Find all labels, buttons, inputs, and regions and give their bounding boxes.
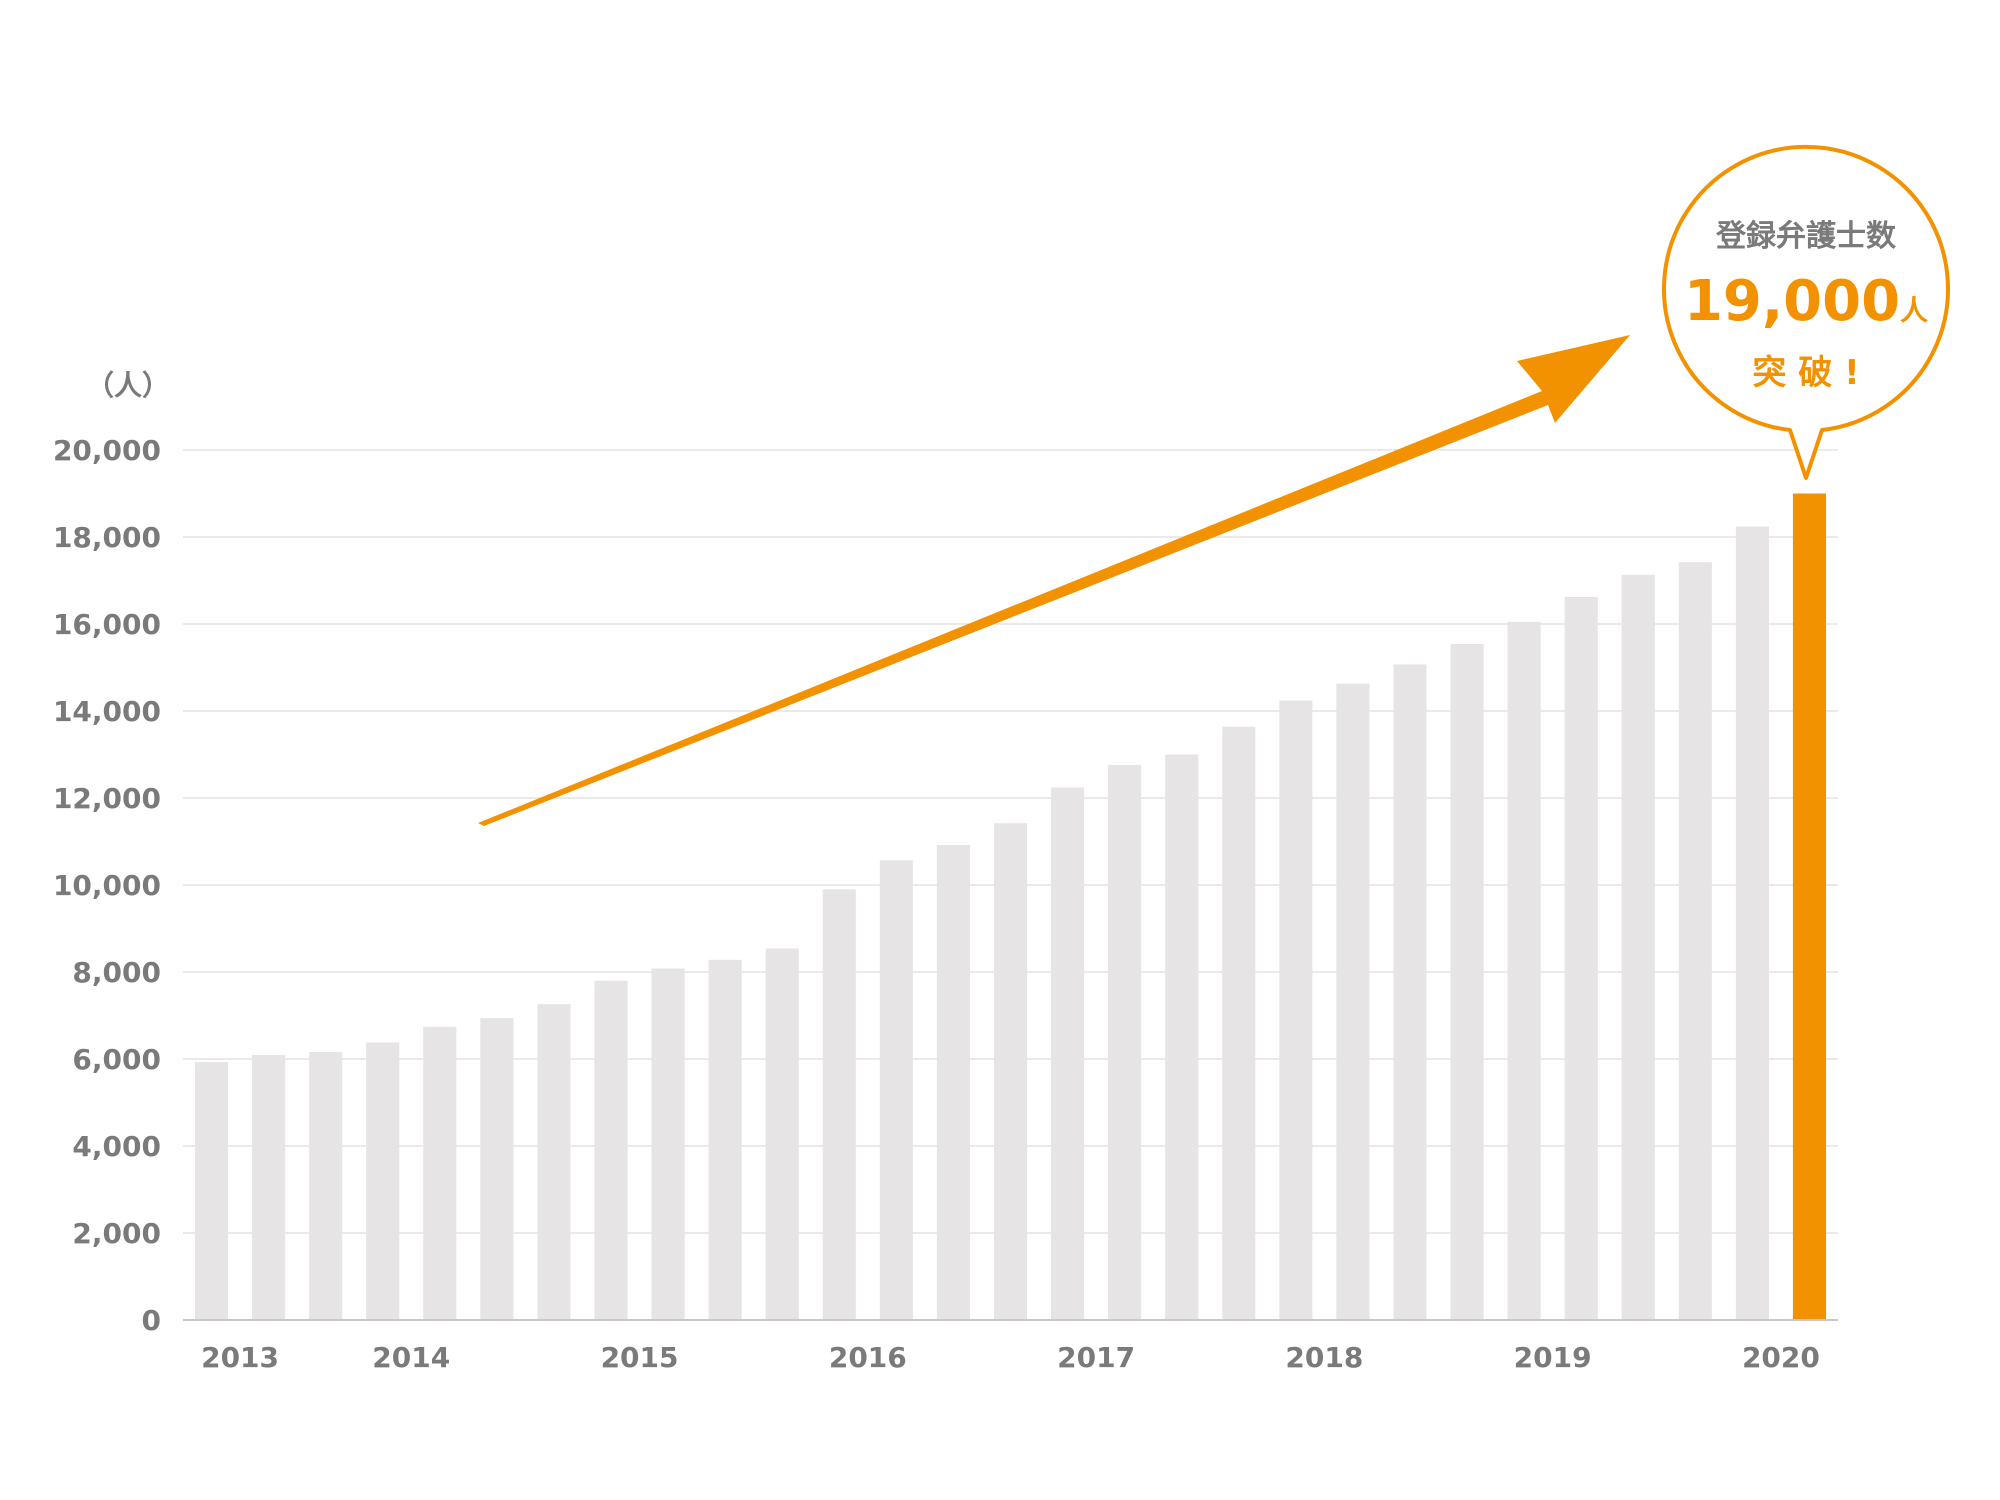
bar [1678, 562, 1712, 1320]
callout-value: 19,000 [1684, 269, 1900, 334]
y-axis-ticks: 0 2,000 4,000 6,000 8,000 10,000 12,000 14,000 1… [53, 434, 161, 1337]
y-axis-unit-label: （人） [86, 369, 170, 402]
bar [423, 1026, 457, 1320]
callout-title: 登録弁護士数 [1715, 219, 1897, 254]
y-tick-label: 6,000 [72, 1043, 161, 1076]
y-tick-label: 10,000 [53, 869, 161, 902]
bar [1735, 526, 1769, 1320]
x-tick-label: 2019 [1514, 1341, 1592, 1374]
y-tick-label: 0 [142, 1304, 161, 1337]
bar [1507, 621, 1541, 1320]
bar [537, 1004, 571, 1320]
y-tick-label: 14,000 [53, 695, 161, 728]
callout-value-unit: 人 [1900, 294, 1928, 327]
bar [194, 1062, 229, 1320]
x-tick-label: 2016 [829, 1341, 907, 1374]
y-tick-label: 18,000 [53, 521, 161, 554]
x-tick-label: 2018 [1285, 1341, 1363, 1374]
bars [194, 493, 1827, 1320]
y-tick-label: 16,000 [53, 608, 161, 641]
bar [651, 968, 685, 1320]
bar-highlight [1792, 493, 1827, 1320]
bar [1108, 764, 1142, 1320]
bar [993, 823, 1028, 1320]
callout-bubble: 登録弁護士数 19,000人 突 破 ! [1662, 144, 1950, 480]
bar [1621, 574, 1655, 1320]
bar [366, 1042, 400, 1320]
x-tick-label: 2017 [1057, 1341, 1135, 1374]
bar [879, 860, 913, 1320]
bar [1393, 664, 1427, 1320]
bar [1564, 597, 1598, 1320]
callout-bubble-shape [1662, 144, 1950, 480]
bar [1450, 644, 1484, 1320]
callout-suffix: 突 破 ! [1752, 353, 1859, 393]
bar [1222, 726, 1256, 1320]
y-tick-label: 12,000 [53, 782, 161, 815]
bar [936, 844, 970, 1320]
x-tick-label: 2015 [601, 1341, 679, 1374]
trend-arrow [478, 335, 1630, 826]
x-tick-label: 2020 [1742, 1341, 1820, 1374]
callout-value-line: 19,000人 [1684, 269, 1928, 334]
bar [594, 980, 628, 1320]
y-tick-label: 2,000 [72, 1217, 161, 1250]
bar [252, 1055, 286, 1320]
bar [1279, 700, 1313, 1320]
x-tick-label: 2013 [201, 1341, 279, 1374]
bar [708, 959, 742, 1320]
x-tick-label: 2014 [372, 1341, 450, 1374]
bar [1336, 683, 1370, 1320]
bar [480, 1018, 514, 1320]
bar [765, 948, 799, 1320]
y-tick-label: 8,000 [72, 956, 161, 989]
bar [822, 889, 856, 1320]
bar [1051, 787, 1085, 1320]
x-axis-ticks: 2013 2014 2015 2016 2017 2018 2019 2020 [201, 1341, 1820, 1374]
y-tick-label: 20,000 [53, 434, 161, 467]
bar [1165, 754, 1199, 1320]
y-tick-label: 4,000 [72, 1130, 161, 1163]
bar [309, 1052, 343, 1320]
